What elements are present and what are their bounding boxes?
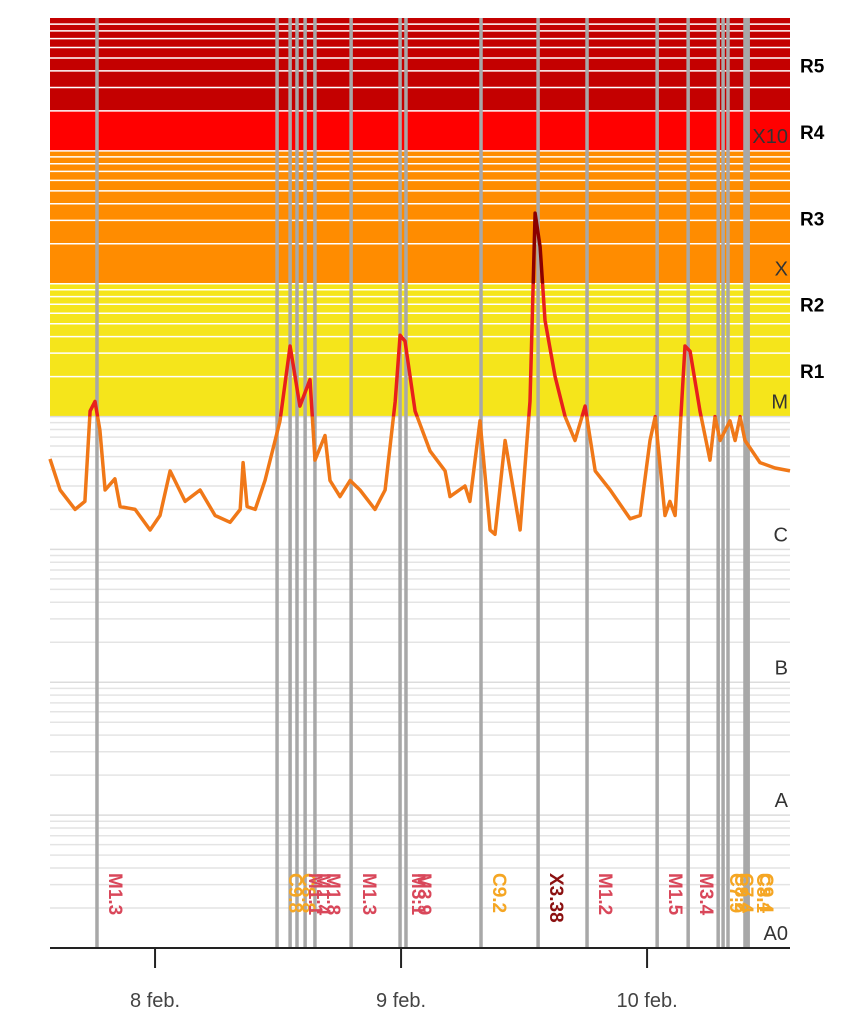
- x-tick-label: 10 feb.: [616, 990, 677, 1012]
- flare-label: C7.9: [725, 873, 746, 913]
- flare-label: C8.1: [752, 873, 773, 914]
- flare-label: C8.8: [297, 873, 318, 913]
- flare-label: M1.3: [104, 873, 125, 915]
- flare-label: C7.4: [735, 873, 756, 914]
- y-tick-label: M: [771, 392, 788, 414]
- flare-label: M3.9: [413, 873, 434, 915]
- y-tick-label: A: [775, 790, 789, 812]
- radio-band: [50, 150, 790, 284]
- flare-label: C9.2: [488, 873, 509, 913]
- flare-label: C9.8: [284, 873, 305, 913]
- x-tick-label: 8 feb.: [130, 990, 180, 1012]
- flare-label: C8.2: [730, 873, 751, 913]
- flare-label: M1.2: [594, 873, 615, 915]
- band-label: R2: [800, 296, 824, 317]
- radio-band: [50, 110, 790, 151]
- y-tick-label: C: [774, 524, 788, 546]
- flare-label: M1.5: [664, 873, 685, 916]
- flare-label: M3.4: [695, 873, 716, 916]
- flare-label: C9.4: [755, 873, 776, 914]
- band-label: R3: [800, 209, 824, 230]
- y-tick-label: X10: [752, 126, 788, 148]
- flare-label: M1.1: [304, 873, 325, 916]
- y-tick-label: B: [775, 657, 788, 679]
- flare-label: X3.38: [545, 873, 566, 923]
- radio-band: [50, 323, 790, 417]
- x-tick-label: 9 feb.: [376, 990, 426, 1012]
- flare-label: M3.1: [407, 873, 428, 916]
- flare-label: M1.4: [312, 873, 333, 916]
- band-label: R1: [800, 362, 825, 383]
- y-tick-label: A0: [764, 923, 788, 945]
- flux-line: [48, 211, 791, 537]
- band-label: R5: [800, 56, 825, 77]
- band-label: R4: [800, 123, 825, 144]
- y-tick-label: X: [775, 259, 788, 281]
- flare-label: M1.8: [322, 873, 343, 915]
- radio-band: [50, 18, 790, 111]
- flare-label: M1.3: [358, 873, 379, 915]
